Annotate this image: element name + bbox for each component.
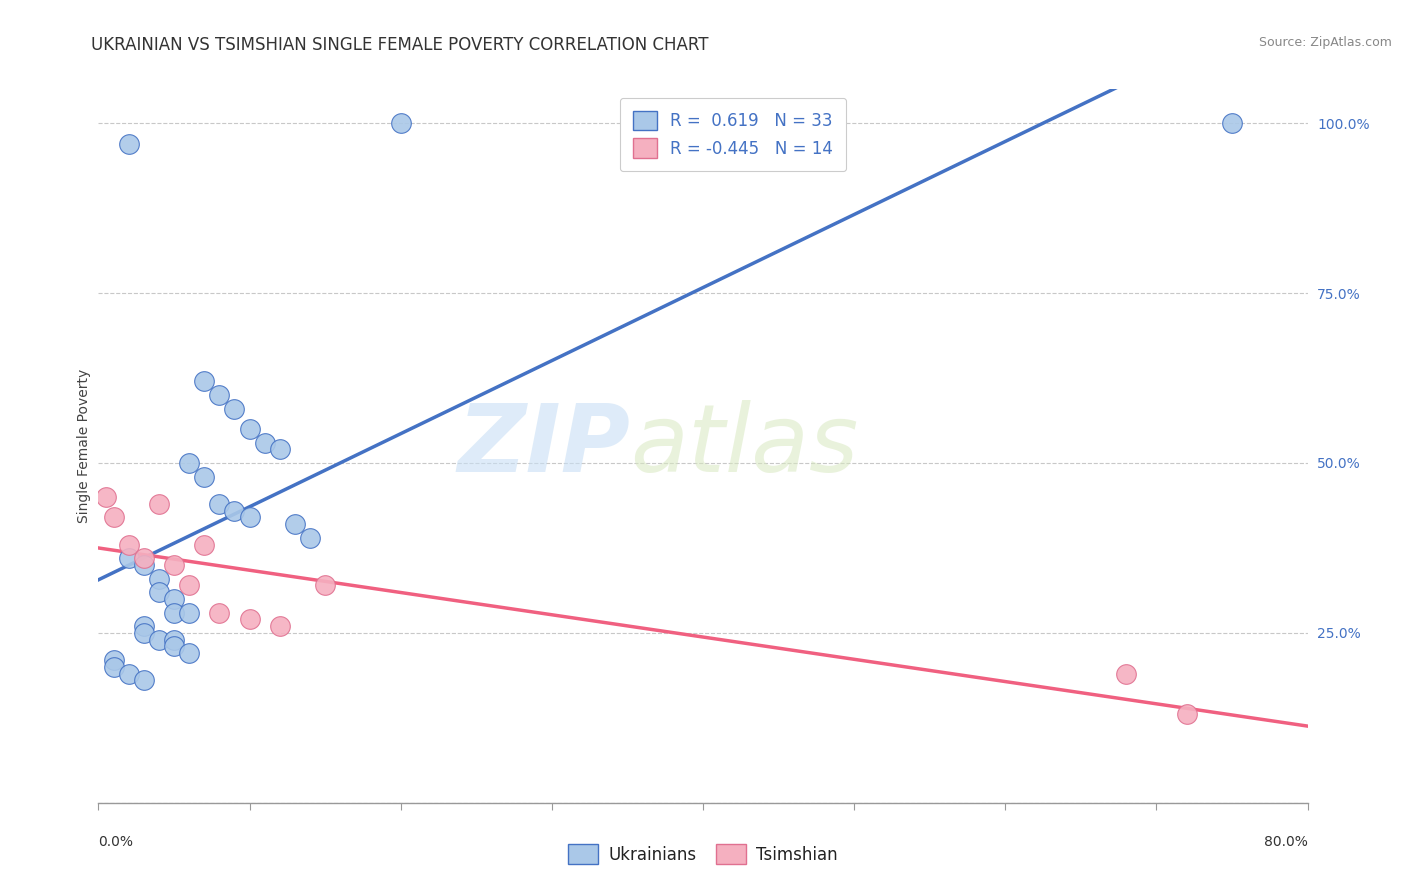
Point <box>179 646 201 660</box>
Text: 0.0%: 0.0% <box>98 835 134 849</box>
Point <box>314 578 336 592</box>
Point <box>163 640 186 654</box>
Point <box>118 551 141 566</box>
Point <box>179 456 201 470</box>
Point <box>193 375 215 389</box>
Point <box>208 497 231 511</box>
Point <box>148 497 170 511</box>
Point <box>284 517 307 532</box>
Point <box>253 435 276 450</box>
Point <box>1115 666 1137 681</box>
Point <box>103 653 125 667</box>
Point <box>239 510 262 524</box>
Point <box>208 606 231 620</box>
Text: ZIP: ZIP <box>457 400 630 492</box>
Point <box>179 606 201 620</box>
Text: atlas: atlas <box>630 401 859 491</box>
Point <box>269 619 291 633</box>
Point <box>299 531 322 545</box>
Point <box>132 619 155 633</box>
Point <box>148 572 170 586</box>
Legend: Ukrainians, Tsimshian: Ukrainians, Tsimshian <box>561 838 845 871</box>
Point <box>94 490 117 504</box>
Text: Source: ZipAtlas.com: Source: ZipAtlas.com <box>1258 36 1392 49</box>
Text: UKRAINIAN VS TSIMSHIAN SINGLE FEMALE POVERTY CORRELATION CHART: UKRAINIAN VS TSIMSHIAN SINGLE FEMALE POV… <box>91 36 709 54</box>
Point <box>132 626 155 640</box>
Point <box>132 558 155 572</box>
Legend: R =  0.619   N = 33, R = -0.445   N = 14: R = 0.619 N = 33, R = -0.445 N = 14 <box>620 97 846 171</box>
Point <box>389 116 412 130</box>
Point <box>148 632 170 647</box>
Point <box>163 606 186 620</box>
Point <box>148 585 170 599</box>
Point <box>239 612 262 626</box>
Point <box>163 591 186 606</box>
Point <box>1175 707 1198 722</box>
Point <box>224 503 246 517</box>
Point <box>118 537 141 551</box>
Point <box>118 136 141 151</box>
Text: 80.0%: 80.0% <box>1264 835 1308 849</box>
Point <box>179 578 201 592</box>
Point <box>163 558 186 572</box>
Point <box>193 537 215 551</box>
Point <box>103 510 125 524</box>
Point <box>132 673 155 688</box>
Point <box>132 551 155 566</box>
Point <box>269 442 291 457</box>
Point <box>224 401 246 416</box>
Point <box>163 632 186 647</box>
Point <box>208 388 231 402</box>
Point <box>239 422 262 436</box>
Y-axis label: Single Female Poverty: Single Female Poverty <box>77 369 91 523</box>
Point <box>103 660 125 674</box>
Point <box>118 666 141 681</box>
Point <box>193 469 215 483</box>
Point <box>1220 116 1243 130</box>
